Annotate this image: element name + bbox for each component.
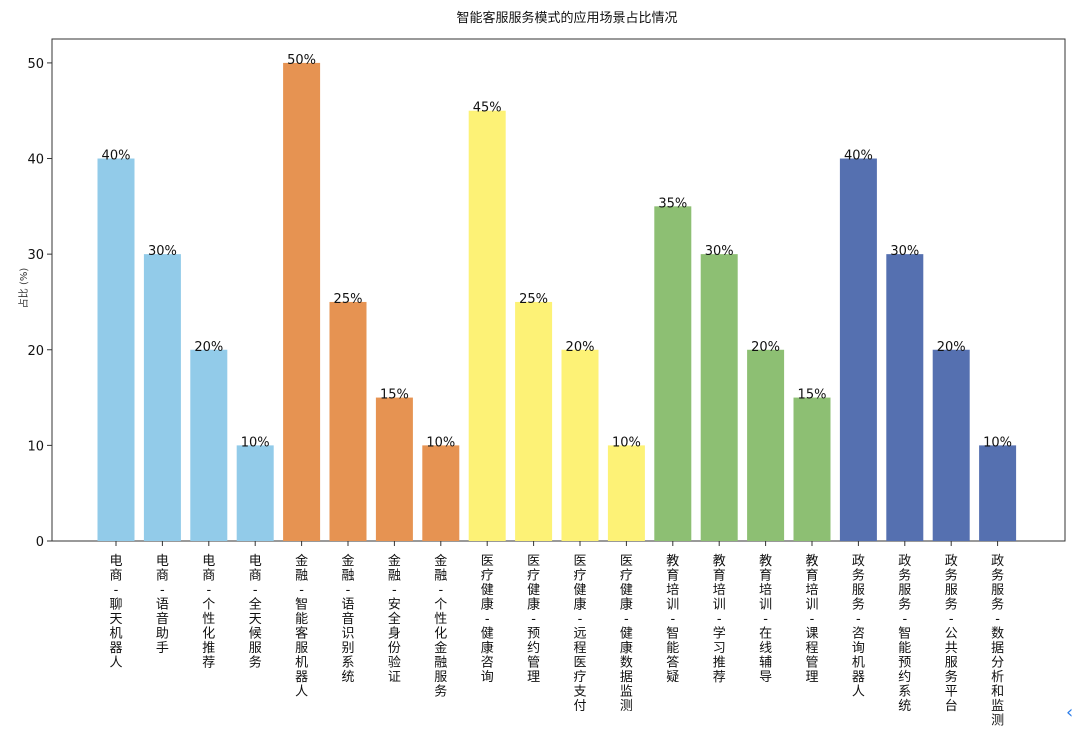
x-tick-label: 电商-聊天机器人 — [109, 554, 122, 671]
bar — [700, 254, 738, 541]
bar-value-label: 10% — [426, 435, 455, 450]
bar-value-label: 30% — [705, 244, 734, 259]
y-tick-label: 0 — [36, 535, 44, 550]
bar — [283, 62, 321, 542]
bar-value-label: 25% — [519, 292, 548, 307]
x-tick-label: 医疗健康-健康咨询 — [481, 554, 494, 685]
bar-value-label: 30% — [890, 244, 919, 259]
x-tick-label: 金融-语音识别系统 — [341, 553, 354, 685]
x-tick-label: 政务服务-公共服务平台 — [945, 554, 958, 714]
bar — [747, 349, 785, 541]
bar — [932, 349, 970, 541]
bar-value-label: 40% — [844, 149, 873, 164]
bar — [97, 158, 135, 541]
x-axis: 电商-聊天机器人 电商-语音助手 电商-个性化推荐 电商-全天候服务 金融-智能客服机器… — [109, 541, 1004, 729]
bar-value-label: 35% — [658, 196, 687, 211]
bar — [190, 349, 228, 541]
x-tick-label: 政务服务-咨询机器人 — [852, 554, 865, 700]
bar-value-label: 15% — [798, 388, 827, 403]
bar-value-label: 45% — [473, 101, 502, 116]
bar — [561, 349, 599, 541]
x-tick-label: 教育培训-学习推荐 — [713, 553, 726, 685]
bar-value-label: 20% — [566, 340, 595, 355]
x-tick-label: 电商-语音助手 — [156, 554, 169, 656]
data-labels: 40% 30% 20% 10% 50% 25% 15% 10% 45% 25% 20% 10% 35% 3… — [102, 53, 1013, 450]
bar-value-label: 15% — [380, 388, 409, 403]
chart-title: 智能客服服务模式的应用场景占比情况 — [456, 10, 677, 26]
bar-value-label: 20% — [751, 340, 780, 355]
x-tick-label: 金融-智能客服机器人 — [295, 553, 308, 700]
x-tick-label: 教育培训-课程管理 — [805, 553, 818, 685]
bar-value-label: 10% — [612, 435, 641, 450]
bar-value-label: 40% — [102, 149, 131, 164]
x-tick-label: 医疗健康-预约管理 — [527, 554, 540, 685]
bar — [839, 158, 877, 541]
bar — [468, 110, 506, 541]
bar — [329, 301, 367, 541]
bar — [793, 397, 831, 541]
x-tick-label: 电商-全天候服务 — [249, 554, 262, 671]
y-axis-label: 占比 (%) — [17, 268, 30, 309]
y-tick-label: 20 — [27, 344, 44, 359]
x-tick-label: 政务服务-数据分析和监测 — [991, 554, 1004, 729]
bar — [654, 206, 692, 542]
bar-value-label: 25% — [334, 292, 363, 307]
x-tick-label: 医疗健康-远程医疗支付 — [573, 554, 586, 714]
y-tick-label: 40 — [27, 153, 44, 168]
bar — [143, 254, 181, 541]
bar-value-label: 10% — [983, 435, 1012, 450]
bar — [236, 445, 274, 541]
y-tick-label: 50 — [27, 57, 44, 72]
y-tick-label: 30 — [27, 248, 44, 263]
bar — [422, 445, 460, 541]
bar — [515, 301, 553, 541]
bar — [607, 445, 645, 541]
bar-value-label: 20% — [937, 340, 966, 355]
x-tick-label: 金融-安全身份验证 — [388, 553, 401, 685]
bars — [97, 62, 1017, 542]
x-tick-label: 教育培训-智能答疑 — [666, 553, 679, 685]
plot-frame — [51, 38, 1066, 542]
bar — [886, 254, 924, 541]
bar — [375, 397, 413, 541]
y-tick-label: 10 — [27, 439, 44, 454]
x-tick-label: 医疗健康-健康数据监测 — [620, 554, 633, 714]
x-tick-label: 教育培训-在线辅导 — [759, 553, 772, 685]
bar-value-label: 20% — [194, 340, 223, 355]
x-tick-label: 政务服务-智能预约系统 — [898, 554, 911, 714]
bar — [979, 445, 1017, 541]
x-tick-label: 电商-个性化推荐 — [202, 554, 215, 671]
bar-value-label: 30% — [148, 244, 177, 259]
x-tick-label: 金融-个性化金融服务 — [434, 553, 447, 700]
bar-value-label: 10% — [241, 435, 270, 450]
y-axis: 0 10 20 30 40 50 — [27, 57, 52, 550]
chevron-left-icon[interactable]: ‹ — [1066, 702, 1074, 723]
bar-value-label: 50% — [287, 53, 316, 68]
